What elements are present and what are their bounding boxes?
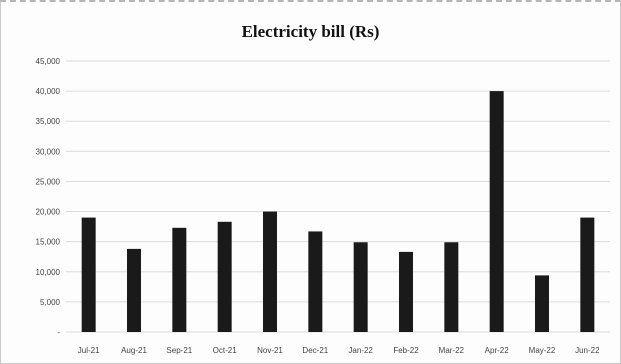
y-tick-label: 40,000: [36, 87, 61, 96]
x-tick-label: Nov-21: [257, 346, 283, 355]
bar: [263, 211, 277, 332]
bar: [399, 251, 413, 332]
y-tick-label: 20,000: [36, 208, 61, 217]
bar: [172, 227, 187, 332]
y-tick-label: 30,000: [36, 147, 61, 156]
y-tick-label: 35,000: [36, 117, 61, 126]
x-tick-label: Jun-22: [575, 346, 600, 355]
bar: [489, 91, 504, 332]
x-tick-label: May-22: [529, 346, 556, 355]
y-tick-label: 15,000: [36, 238, 61, 247]
x-tick-label: Mar-22: [439, 346, 465, 355]
y-tick-label: 45,000: [36, 57, 61, 66]
y-tick-label: 10,000: [36, 268, 61, 277]
x-tick-label: Jul-21: [78, 346, 100, 355]
bar: [535, 275, 549, 332]
x-tick-label: Dec-21: [302, 346, 328, 355]
y-tick-label: 5,000: [40, 298, 61, 307]
bar: [444, 242, 459, 332]
bar: [127, 248, 141, 332]
x-tick-label: Sep-21: [166, 346, 192, 355]
x-tick-label: Feb-22: [393, 346, 419, 355]
bar: [353, 242, 368, 332]
bar: [81, 217, 96, 332]
y-tick-label: -: [57, 328, 60, 337]
x-tick-label: Oct-21: [213, 346, 238, 355]
bar: [580, 217, 595, 332]
bar: [217, 221, 232, 332]
bar: [308, 231, 323, 332]
x-tick-label: Apr-22: [485, 346, 510, 355]
chart-title: Electricity bill (Rs): [241, 22, 380, 41]
y-tick-label: 25,000: [36, 177, 61, 186]
x-tick-label: Aug-21: [121, 346, 147, 355]
x-tick-label: Jan-22: [348, 346, 373, 355]
